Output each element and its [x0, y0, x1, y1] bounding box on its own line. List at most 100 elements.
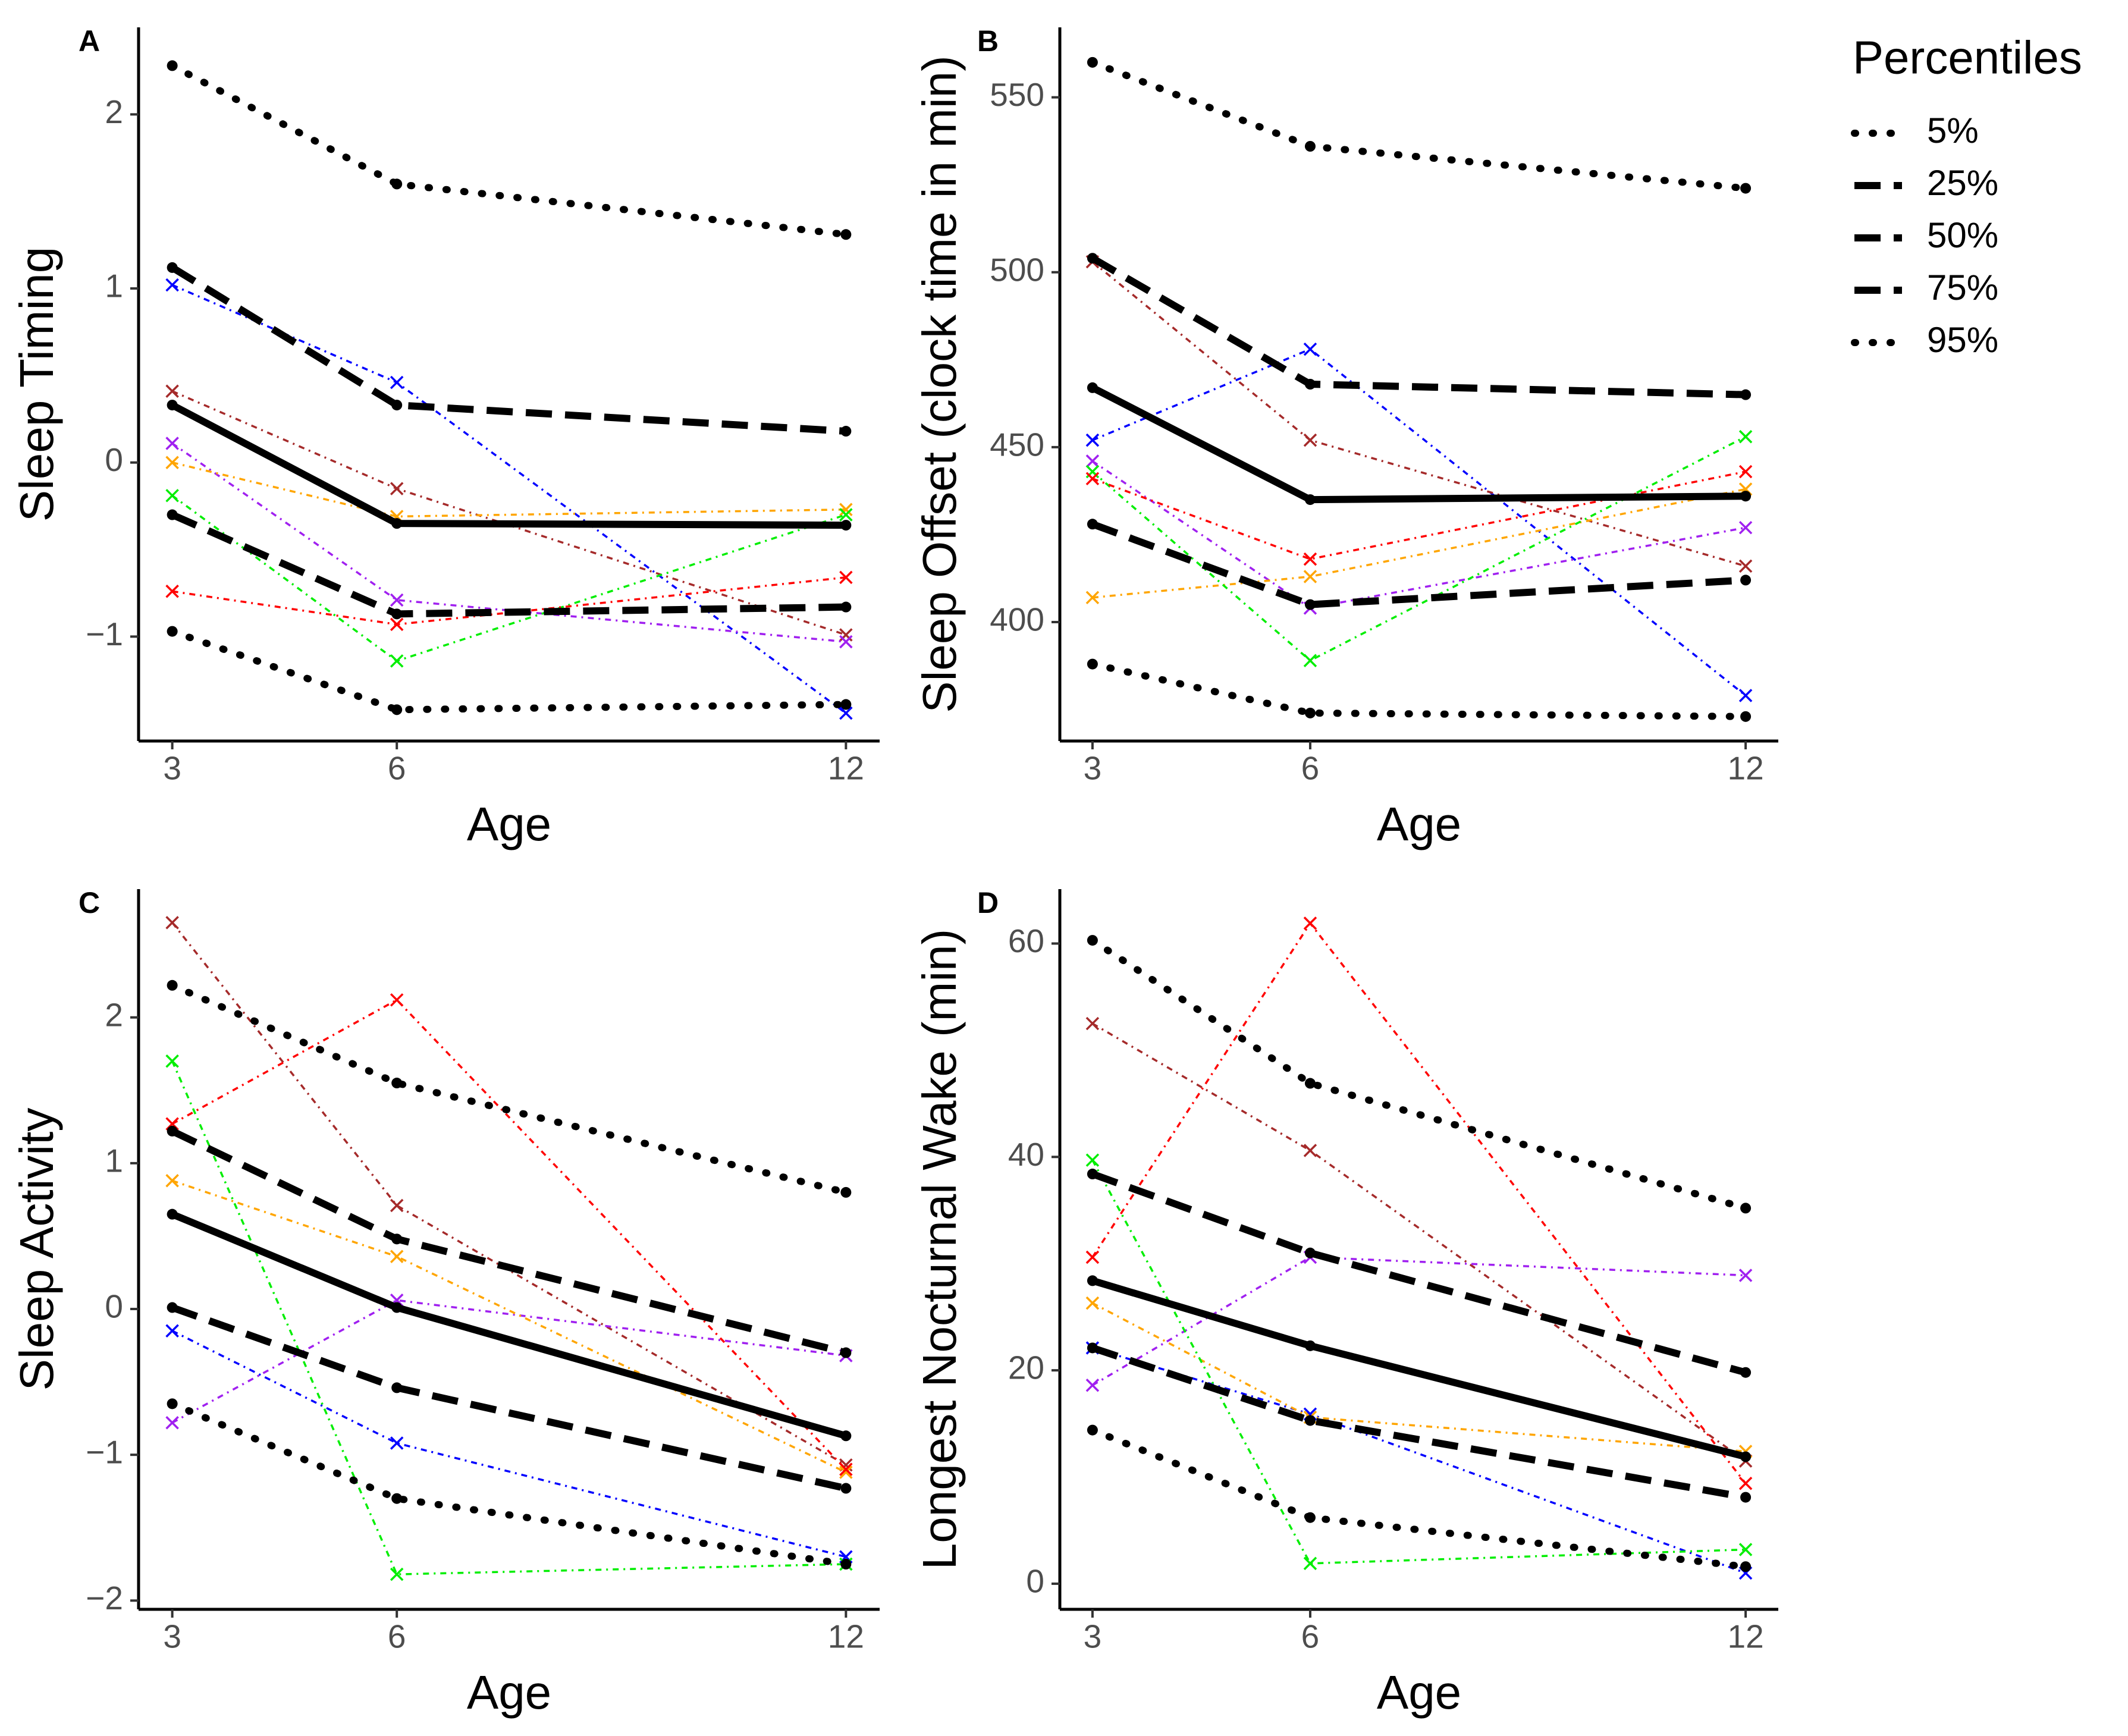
individual-line: [171, 922, 847, 1466]
percentile-line: [168, 981, 850, 1196]
cross-point: [839, 706, 853, 720]
x-tick-label: 3: [163, 750, 181, 787]
point: [391, 1382, 403, 1393]
cross-point: [1303, 570, 1317, 583]
cross-point: [1303, 654, 1317, 667]
y-tick-label: 550: [990, 76, 1044, 113]
y-axis-title: Sleep Offset (clock time in min): [913, 55, 966, 713]
cross-point: [1738, 1543, 1753, 1556]
cross-point: [1303, 433, 1317, 447]
point: [1740, 183, 1752, 194]
legend-label: 25%: [1927, 163, 1998, 203]
x-tick-label: 3: [1084, 750, 1102, 787]
x-axis-title: Age: [1377, 798, 1461, 850]
cross-point: [390, 654, 404, 668]
cross-point: [839, 503, 853, 516]
point: [1304, 1512, 1316, 1523]
point: [1087, 1275, 1098, 1286]
individual-line: [172, 462, 846, 518]
cross-point: [165, 1054, 179, 1068]
cross-point: [390, 593, 404, 607]
y-tick-label: 1: [105, 1142, 123, 1179]
point: [1087, 56, 1098, 68]
percentile-line: [168, 1400, 850, 1568]
cross-point: [390, 375, 404, 390]
cross-point: [165, 384, 179, 398]
point: [1304, 1078, 1316, 1089]
cross-point: [1738, 464, 1753, 479]
cross-point: [1738, 689, 1753, 702]
point: [1304, 707, 1316, 718]
point: [167, 1125, 178, 1137]
point: [391, 1493, 403, 1504]
point: [1740, 1367, 1752, 1378]
point: [167, 262, 178, 273]
point: [1304, 1340, 1316, 1351]
cross-point: [165, 916, 179, 930]
point: [1740, 389, 1752, 400]
point: [1087, 658, 1098, 670]
point: [167, 980, 178, 991]
point: [391, 608, 403, 620]
y-axis-title: Sleep Timing: [10, 247, 63, 522]
cross-point: [1085, 1296, 1100, 1310]
individual-line: [1092, 488, 1746, 599]
cross-point: [165, 278, 179, 292]
x-tick-label: 3: [163, 1618, 181, 1655]
individual-line: [171, 1060, 846, 1575]
point: [391, 178, 403, 190]
y-tick-label: 20: [1008, 1349, 1044, 1386]
point: [167, 1302, 178, 1313]
y-tick-label: 2: [105, 93, 123, 130]
y-tick-label: 0: [105, 441, 123, 478]
y-tick-label: 500: [990, 251, 1044, 288]
cross-point: [1085, 1379, 1100, 1392]
cross-point: [1085, 1250, 1100, 1264]
percentile-line: [1088, 660, 1750, 720]
cross-point: [1738, 1477, 1753, 1490]
point: [1740, 575, 1752, 586]
percentile-line: [171, 511, 846, 618]
cross-point: [390, 482, 404, 495]
panel-label: C: [79, 886, 100, 919]
percentile-line: [1091, 1344, 1747, 1501]
cross-point: [165, 1174, 179, 1188]
individual-line: [1091, 921, 1747, 1484]
point: [1304, 599, 1316, 610]
x-axis-title: Age: [467, 1666, 551, 1719]
point: [1087, 1342, 1098, 1354]
panel-label: B: [977, 24, 999, 58]
cross-point: [1738, 429, 1753, 444]
percentile-line: [1088, 58, 1750, 192]
x-axis-title: Age: [1377, 1666, 1461, 1719]
point: [391, 1233, 403, 1245]
cross-point: [1085, 1153, 1100, 1167]
individual-line: [1091, 260, 1746, 567]
cross-point: [390, 1198, 404, 1213]
point: [840, 699, 852, 710]
y-tick-label: −1: [86, 1434, 123, 1471]
point: [391, 400, 403, 411]
panel-label: D: [977, 886, 999, 919]
cross-point: [390, 617, 404, 632]
cross-point: [390, 1250, 404, 1263]
y-tick-label: −1: [86, 616, 123, 652]
x-tick-label: 12: [828, 750, 864, 787]
point: [391, 704, 403, 715]
cross-point: [1738, 520, 1753, 535]
cross-point: [165, 456, 179, 469]
panel-label: A: [79, 24, 100, 58]
point: [1304, 1247, 1316, 1258]
point: [1740, 1451, 1752, 1462]
point: [391, 1302, 403, 1313]
percentile-line: [1091, 520, 1746, 608]
point: [167, 626, 178, 637]
cross-point: [1085, 591, 1100, 605]
cross-point: [839, 635, 853, 649]
cross-point: [1303, 342, 1317, 356]
point: [1087, 382, 1098, 393]
x-axis-title: Age: [467, 798, 551, 850]
point: [167, 400, 178, 411]
cross-point: [390, 1436, 404, 1450]
